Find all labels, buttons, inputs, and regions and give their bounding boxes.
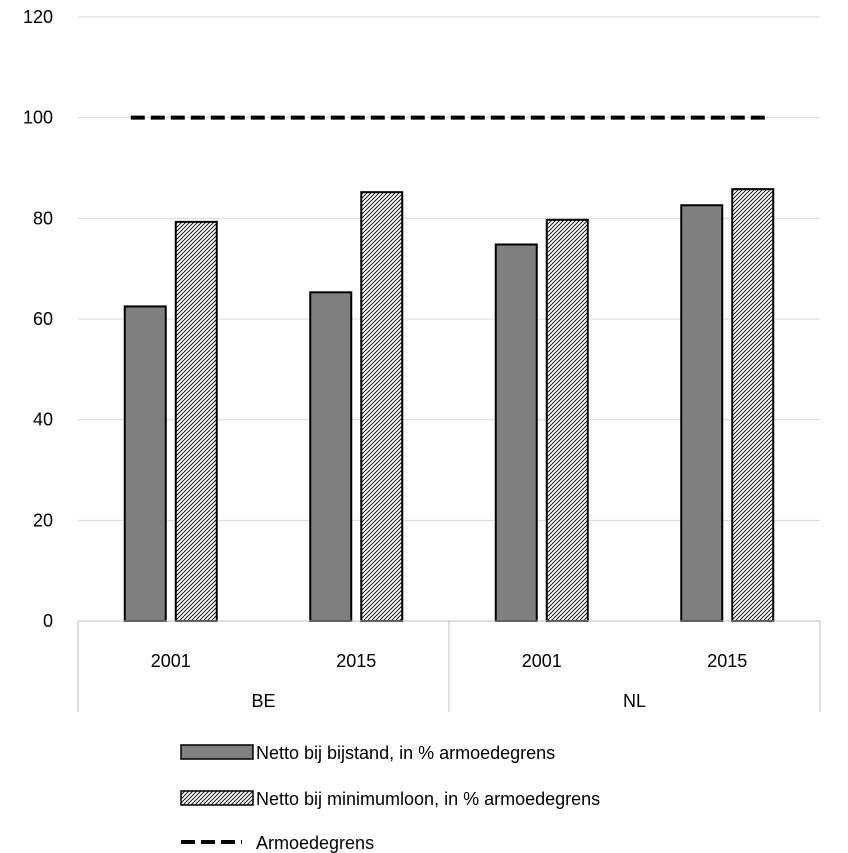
y-axis: 0 20 40 60 80 100 120 [23, 7, 53, 631]
bar-minimumloon [731, 188, 775, 622]
legend-swatch [180, 790, 254, 806]
y-tick-label: 60 [33, 309, 53, 329]
y-tick-label: 120 [23, 7, 53, 27]
legend-swatch [180, 744, 254, 760]
bars [123, 188, 775, 623]
legend-label: Netto bij bijstand, in % armoedegrens [256, 743, 555, 763]
x-tick-label: 2001 [522, 651, 562, 671]
bar-minimumloon [360, 191, 404, 622]
legend-label: Armoedegrens [256, 833, 374, 853]
x-axis: 2001 2015 BE 2001 2015 NL [77, 620, 821, 712]
x-tick-label: 2015 [707, 651, 747, 671]
bar-bijstand [309, 291, 353, 622]
bar-minimumloon [174, 220, 218, 623]
bar-bijstand [123, 305, 167, 622]
group-label: NL [623, 691, 646, 711]
y-tick-label: 0 [43, 611, 53, 631]
y-tick-label: 100 [23, 108, 53, 128]
group-label: BE [251, 691, 275, 711]
bar-bijstand [680, 204, 724, 622]
legend: Netto bij bijstand, in % armoedegrens Net… [180, 743, 600, 853]
y-tick-label: 20 [33, 510, 53, 530]
y-tick-label: 80 [33, 208, 53, 228]
bar-bijstand [494, 243, 538, 623]
x-tick-label: 2001 [151, 651, 191, 671]
y-tick-label: 40 [33, 410, 53, 430]
x-tick-label: 2015 [336, 651, 376, 671]
legend-label: Netto bij minimumloon, in % armoedegrens [256, 789, 600, 809]
bar-minimumloon [545, 218, 589, 623]
